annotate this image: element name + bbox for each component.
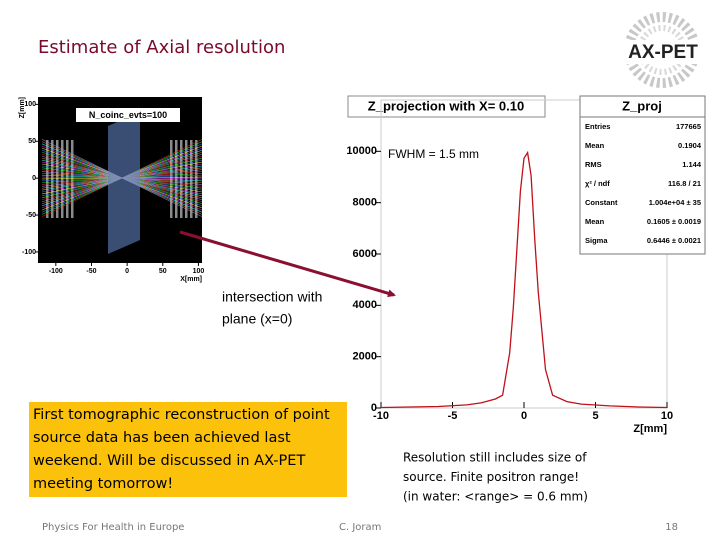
note-text: Resolution still includes size of source.… <box>403 451 588 504</box>
simulation-figure: N_coinc_evts=100 -100 -50 0 50 100 -100 -50 0 50 1… <box>19 97 205 283</box>
x-axis-label: X[mm] <box>180 276 202 283</box>
data-line <box>380 150 668 409</box>
x-axis-label: Z[mm] <box>633 423 667 435</box>
detector-module <box>61 140 64 218</box>
detector-module <box>66 140 69 218</box>
footer-author: C. Joram <box>339 522 381 533</box>
stats-value: 116.8 / 21 <box>668 179 701 188</box>
arrow <box>179 230 396 298</box>
detector-module <box>175 140 178 218</box>
x-tick-label: -5 <box>448 410 458 422</box>
stats-key: Entries <box>585 122 610 131</box>
detector-module <box>71 140 74 218</box>
note-line: Resolution still includes size of <box>403 451 587 465</box>
highlight-text: First tomographic reconstruction of poin… <box>33 407 330 492</box>
y-tick-label: 4000 <box>353 299 377 311</box>
x-tick-label: 5 <box>592 410 598 422</box>
sim-title-box <box>76 108 180 122</box>
footer-left: Physics For Health in Europe <box>42 522 184 533</box>
y-tick-label: 0 <box>371 402 377 414</box>
y-tick-label: 6000 <box>353 248 377 260</box>
plane <box>108 112 140 254</box>
detector-module <box>180 140 183 218</box>
x-tick-label: 100 <box>193 268 205 275</box>
stats-key: Mean <box>585 217 605 226</box>
y-tick-label: -100 <box>22 249 36 256</box>
y-tick-label: 2000 <box>353 351 377 363</box>
highlight-line: First tomographic reconstruction of poin… <box>33 407 330 423</box>
highlight-line: meeting tomorrow! <box>33 476 173 492</box>
stats-key: Mean <box>585 141 605 150</box>
y-tick-label: 0 <box>32 175 36 182</box>
arrow-label: intersection with <box>222 289 322 305</box>
x-tick-label: -50 <box>86 268 96 275</box>
y-tick-label: 10000 <box>346 145 377 157</box>
y-axis-label: Z[mm] <box>19 97 26 118</box>
stats-value: 177665 <box>676 122 701 131</box>
note-line: (in water: <range> = 0.6 mm) <box>403 490 588 504</box>
y-tick-label: -50 <box>26 212 36 219</box>
x-tick-label: 0 <box>125 268 129 275</box>
y-tick-label: 50 <box>28 138 36 145</box>
stats-key: Constant <box>585 198 618 207</box>
stats-key: Sigma <box>585 236 608 245</box>
stats-key: χ² / ndf <box>585 179 610 188</box>
stats-box <box>579 95 706 255</box>
hist-title-box <box>347 95 546 118</box>
x-tick-label: 10 <box>661 410 673 422</box>
stats-value: 0.1904 <box>678 141 702 150</box>
highlight-line: weekend. Will be discussed in AX-PET <box>33 453 305 469</box>
histogram: Z_projection with X= 0.10 0 2000 4000 6000 8… <box>346 95 706 435</box>
y-tick-label: 8000 <box>353 197 377 209</box>
stats-value: 0.1605 ± 0.0019 <box>647 217 701 226</box>
x-tick-label: 0 <box>521 410 527 422</box>
y-tick-label: 100 <box>24 101 36 108</box>
sim-title: N_coinc_evts=100 <box>89 110 167 120</box>
highlight-box <box>29 402 347 497</box>
x-tick-label: 50 <box>159 268 167 275</box>
highlight-line: source data has been achieved last <box>33 430 291 446</box>
detector-module <box>170 140 173 218</box>
stats-key: RMS <box>585 160 602 169</box>
stats-value: 0.6446 ± 0.0021 <box>647 236 701 245</box>
hist-title: Z_projection with X= 0.10 <box>368 98 524 113</box>
stats-value: 1.144 <box>682 160 702 169</box>
stats-value: 1.004e+04 ± 35 <box>649 198 701 207</box>
x-tick-label: -100 <box>49 268 63 275</box>
stats-title: Z_proj <box>622 98 662 113</box>
slide-title: Estimate of Axial resolution <box>38 37 285 58</box>
logo-text: AX-PET <box>628 42 698 63</box>
page-number: 18 <box>665 522 678 533</box>
arrow-label: plane (x=0) <box>222 311 292 327</box>
x-tick-label: -10 <box>373 410 389 422</box>
annotation: FWHM = 1.5 mm <box>388 147 479 161</box>
logo: AX-PET <box>622 12 704 88</box>
note-line: source. Finite positron range! <box>403 470 579 484</box>
